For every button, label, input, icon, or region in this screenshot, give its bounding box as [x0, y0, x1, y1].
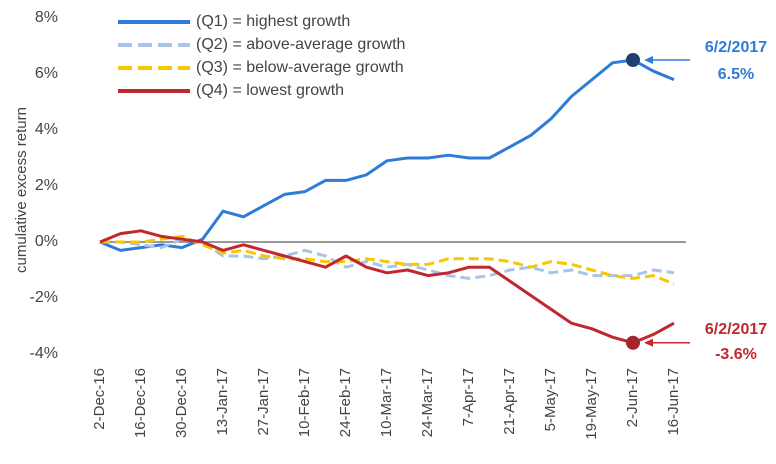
y-tick-label: 0% [35, 233, 58, 250]
x-tick-label: 13-Jan-17 [214, 368, 231, 436]
legend-label: (Q3) = below-average growth [196, 59, 404, 76]
highlight-marker [626, 53, 640, 67]
annotation-value: 6.5% [718, 66, 754, 83]
legend-label: (Q2) = above-average growth [196, 36, 405, 53]
annotation-arrowhead [644, 56, 653, 64]
y-tick-label: 4% [35, 121, 58, 138]
x-tick-label: 30-Dec-16 [173, 368, 190, 438]
x-tick-label: 19-May-17 [583, 368, 600, 440]
x-tick-label: 24-Mar-17 [419, 368, 436, 437]
y-tick-label: -2% [30, 289, 58, 306]
legend-label: (Q4) = lowest growth [196, 82, 344, 99]
annotation-date: 6/2/2017 [705, 39, 767, 56]
series-line [100, 234, 675, 286]
y-tick-label: 6% [35, 65, 58, 82]
annotation-value: -3.6% [715, 346, 757, 363]
x-tick-label: 16-Dec-16 [132, 368, 149, 438]
x-tick-label: 10-Feb-17 [296, 368, 313, 437]
x-tick-label: 27-Jan-17 [255, 368, 272, 436]
x-tick-label: 7-Apr-17 [460, 368, 477, 426]
y-axis-label: cumulative excess return [13, 107, 30, 273]
x-tick-label: 2-Jun-17 [624, 368, 641, 427]
annotation-date: 6/2/2017 [705, 321, 767, 338]
series-line [99, 229, 675, 345]
y-tick-label: 2% [35, 177, 58, 194]
series-line [99, 58, 675, 252]
x-tick-label: 10-Mar-17 [378, 368, 395, 437]
x-tick-label: 16-Jun-17 [665, 368, 682, 436]
annotation-arrowhead [644, 338, 653, 347]
legend-label: (Q1) = highest growth [196, 13, 350, 30]
y-tick-label: -4% [30, 345, 58, 362]
x-tick-label: 24-Feb-17 [337, 368, 354, 437]
highlight-marker [626, 335, 640, 350]
x-tick-label: 5-May-17 [542, 368, 559, 431]
x-tick-label: 21-Apr-17 [501, 368, 518, 435]
x-tick-label: 2-Dec-16 [91, 368, 108, 430]
y-tick-label: 8% [35, 9, 58, 26]
